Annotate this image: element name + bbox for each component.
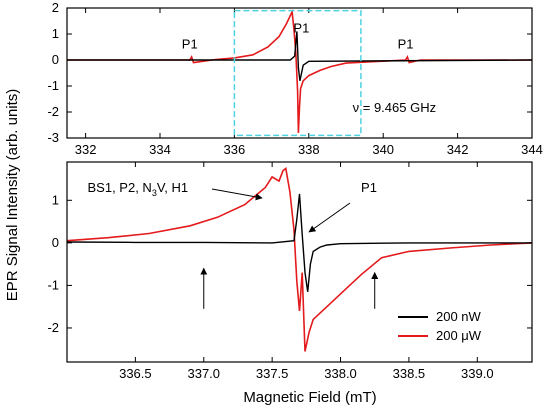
annotation-label: ν = 9.465 GHz	[353, 100, 436, 115]
y-tick-label: 1	[52, 192, 59, 207]
x-tick-label: 338	[298, 142, 320, 157]
top-series-group	[67, 9, 532, 133]
legend-label: 200 nW	[436, 309, 482, 324]
x-tick-label: 337.0	[187, 366, 220, 381]
series-line-black	[67, 31, 532, 81]
x-tick-label: 336	[224, 142, 246, 157]
y-tick-label: -1	[47, 78, 59, 93]
series-line-200-μw	[67, 166, 532, 352]
x-axis-title: Magnetic Field (mT)	[243, 389, 376, 406]
bottom-ticks: 336.5 337.0 337.5 338.0 338.5 339.0 -2 -1 0 1	[47, 162, 532, 381]
annotation-label: BS1, P2, N3V, H1	[88, 180, 189, 198]
y-tick-label: -3	[47, 130, 59, 145]
annotation-label: P1	[398, 36, 414, 51]
bottom-arrows	[200, 188, 379, 309]
x-tick-label: 332	[75, 142, 97, 157]
x-tick-label: 339.0	[461, 366, 494, 381]
x-tick-label: 337.5	[256, 366, 289, 381]
x-tick-label: 338.0	[324, 366, 357, 381]
bottom-panel-frame	[66, 161, 533, 363]
leader-arrow-bs1	[211, 188, 263, 201]
zoom-box	[233, 9, 362, 137]
annotation-label: P1	[361, 180, 377, 195]
x-tick-label: 342	[447, 142, 469, 157]
y-tick-label: 2	[52, 0, 59, 15]
y-tick-label: -2	[47, 320, 59, 335]
x-tick-label: 340	[372, 142, 394, 157]
x-tick-label: 344	[521, 142, 543, 157]
x-tick-label: 336.5	[119, 366, 152, 381]
y-axis-title: EPR Signal Intensity (arb. units)	[4, 89, 21, 302]
bottom-annotations: BS1, P2, N3V, H1 P1	[88, 180, 377, 198]
top-panel: 332 334 336 338 340 342 344 -3 -2 -1 0 1 2 P1 P1 P1 ν =…	[47, 0, 542, 157]
top-annotations: P1 P1 P1 ν = 9.465 GHz	[182, 21, 436, 115]
annotation-label: P1	[293, 21, 309, 36]
y-tick-label: 0	[52, 52, 59, 67]
bottom-panel: 336.5 337.0 337.5 338.0 338.5 339.0 -2 -1 0 1 BS1…	[47, 161, 533, 381]
bottom-series-group	[67, 166, 532, 352]
x-tick-label: 338.5	[393, 366, 426, 381]
y-tick-label: -1	[47, 277, 59, 292]
x-tick-label: 334	[149, 142, 171, 157]
y-tick-label: 1	[52, 26, 59, 41]
top-ticks: 332 334 336 338 340 342 344 -3 -2 -1 0 1 2	[47, 0, 542, 157]
top-panel-frame	[66, 7, 533, 139]
leader-arrow-p1	[308, 202, 351, 233]
y-tick-label: 0	[52, 235, 59, 250]
series-line-200-nw	[67, 193, 532, 292]
legend-label: 200 μW	[436, 328, 482, 343]
annotation-label: P1	[182, 36, 198, 51]
legend: 200 nW 200 μW	[398, 309, 482, 343]
y-tick-label: -2	[47, 104, 59, 119]
